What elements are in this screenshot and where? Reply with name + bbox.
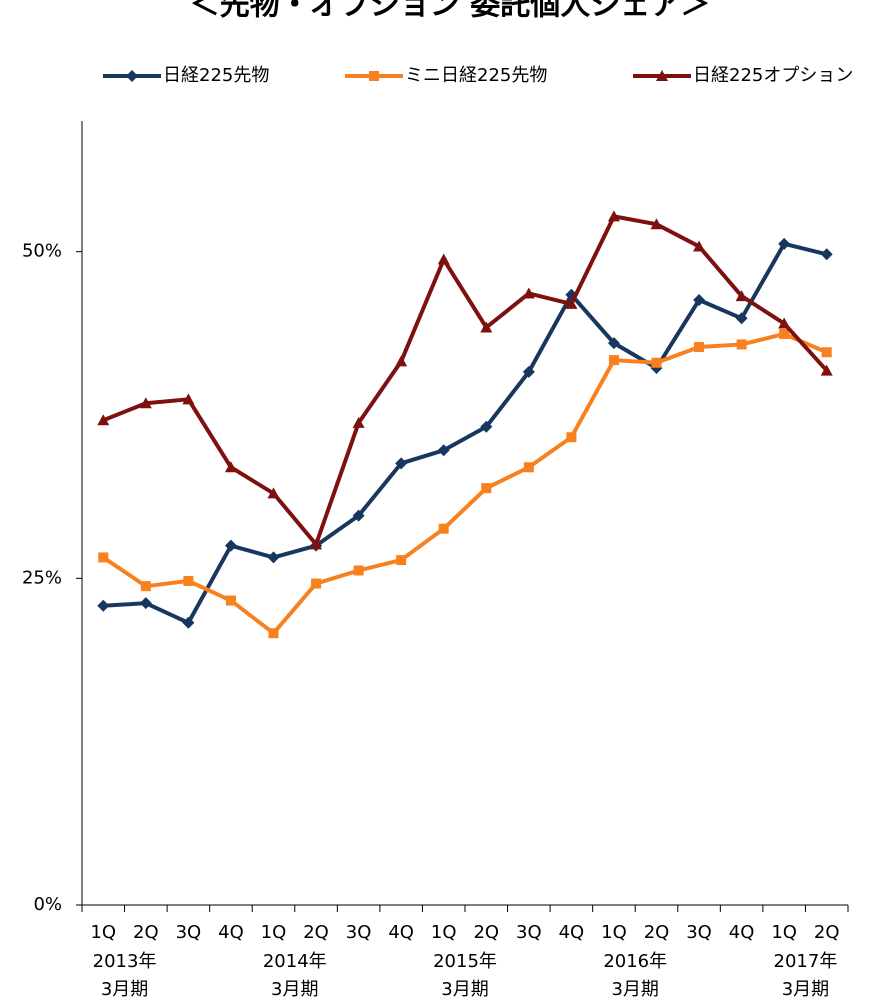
marker bbox=[395, 355, 408, 367]
marker bbox=[778, 317, 791, 329]
series-line bbox=[103, 241, 828, 625]
legend-label: 日経225オプション bbox=[693, 65, 853, 86]
x-tick-label: 2Q bbox=[133, 922, 159, 943]
period-label: 2013年 bbox=[93, 951, 157, 972]
marker bbox=[522, 365, 535, 378]
marker bbox=[310, 538, 323, 550]
period-label: 3月期 bbox=[611, 979, 658, 1000]
period-label: 2014年 bbox=[263, 951, 327, 972]
chart-title: ＜先物・オプション 委託個人シェア＞ bbox=[190, 0, 710, 23]
x-tick-label: 3Q bbox=[176, 922, 202, 943]
marker bbox=[267, 551, 280, 564]
marker bbox=[736, 339, 747, 350]
x-tick-label: 1Q bbox=[431, 922, 457, 943]
marker bbox=[98, 552, 109, 563]
marker bbox=[480, 321, 493, 333]
x-tick-label: 2Q bbox=[473, 922, 499, 943]
marker bbox=[97, 414, 110, 426]
period-label: 2015年 bbox=[433, 951, 497, 972]
y-tick-label: 25% bbox=[22, 567, 62, 588]
marker bbox=[565, 297, 578, 309]
x-tick-label: 1Q bbox=[601, 922, 627, 943]
marker bbox=[139, 397, 152, 409]
marker bbox=[438, 523, 449, 534]
marker bbox=[224, 539, 237, 552]
marker bbox=[183, 575, 194, 586]
period-label: 3月期 bbox=[271, 979, 318, 1000]
marker bbox=[820, 248, 833, 261]
y-tick-label: 50% bbox=[22, 241, 62, 262]
marker bbox=[694, 342, 705, 353]
x-tick-label: 2Q bbox=[814, 922, 840, 943]
period-label: 3月期 bbox=[782, 979, 829, 1000]
marker bbox=[353, 565, 364, 576]
marker bbox=[396, 555, 407, 566]
period-label: 3月期 bbox=[101, 979, 148, 1000]
marker bbox=[395, 457, 408, 470]
marker bbox=[437, 444, 450, 457]
y-tick-label: 0% bbox=[33, 894, 62, 915]
marker bbox=[126, 70, 138, 82]
marker bbox=[650, 218, 663, 230]
x-tick-label: 4Q bbox=[388, 922, 414, 943]
marker bbox=[522, 287, 535, 299]
marker bbox=[352, 509, 365, 522]
x-tick-label: 3Q bbox=[686, 922, 712, 943]
period-label: 2017年 bbox=[774, 951, 838, 972]
marker bbox=[607, 337, 620, 350]
marker bbox=[140, 581, 151, 592]
marker bbox=[693, 294, 706, 307]
legend-label: ミニ日経225先物 bbox=[405, 65, 547, 86]
marker bbox=[480, 420, 493, 433]
x-tick-label: 2Q bbox=[303, 922, 329, 943]
marker bbox=[139, 597, 152, 610]
series-line bbox=[102, 214, 829, 547]
marker bbox=[268, 628, 279, 639]
marker bbox=[523, 462, 534, 473]
marker bbox=[735, 312, 748, 325]
period-label: 2016年 bbox=[603, 951, 667, 972]
marker bbox=[311, 578, 322, 589]
x-tick-label: 3Q bbox=[346, 922, 372, 943]
marker bbox=[778, 237, 791, 250]
x-tick-label: 2Q bbox=[644, 922, 670, 943]
marker bbox=[437, 253, 450, 265]
x-tick-label: 4Q bbox=[559, 922, 585, 943]
x-tick-label: 4Q bbox=[729, 922, 755, 943]
marker bbox=[735, 290, 748, 302]
series-line bbox=[102, 331, 828, 636]
marker bbox=[369, 71, 379, 81]
marker bbox=[352, 416, 365, 428]
x-tick-label: 1Q bbox=[90, 922, 116, 943]
x-tick-label: 1Q bbox=[261, 922, 287, 943]
x-tick-label: 3Q bbox=[516, 922, 542, 943]
marker bbox=[481, 483, 492, 494]
x-tick-label: 4Q bbox=[218, 922, 244, 943]
marker bbox=[656, 70, 668, 81]
marker bbox=[608, 355, 619, 366]
marker bbox=[607, 210, 620, 222]
period-label: 3月期 bbox=[441, 979, 488, 1000]
marker bbox=[820, 364, 833, 376]
marker bbox=[566, 432, 577, 443]
marker bbox=[182, 616, 195, 629]
marker bbox=[651, 357, 662, 368]
marker bbox=[821, 347, 832, 358]
marker bbox=[224, 461, 237, 473]
marker bbox=[97, 599, 110, 612]
marker bbox=[267, 487, 280, 499]
legend-label: 日経225先物 bbox=[163, 65, 269, 86]
marker bbox=[225, 595, 236, 606]
marker bbox=[182, 393, 195, 405]
x-tick-label: 1Q bbox=[771, 922, 797, 943]
marker bbox=[693, 240, 706, 252]
marker bbox=[779, 328, 790, 339]
